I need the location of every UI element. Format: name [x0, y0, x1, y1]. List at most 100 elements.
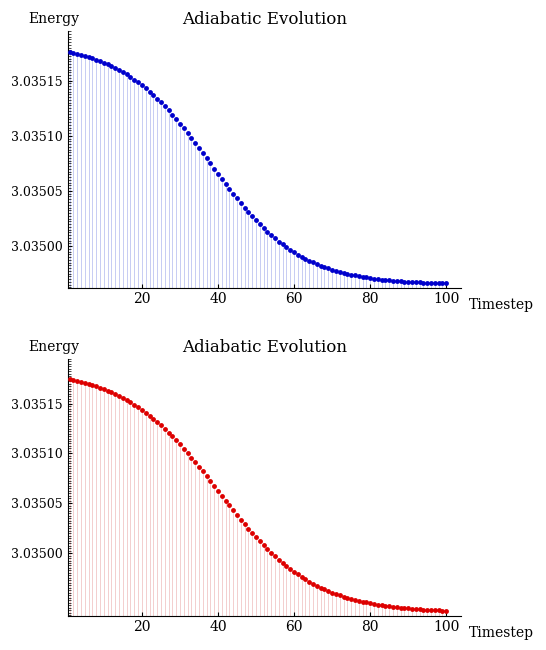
Point: [434, 605, 443, 616]
Point: [198, 148, 207, 159]
Point: [290, 247, 299, 257]
Point: [153, 417, 162, 427]
Point: [389, 276, 397, 286]
Point: [141, 408, 150, 418]
Point: [438, 605, 447, 616]
Point: [419, 278, 428, 288]
Point: [198, 466, 207, 476]
Point: [161, 101, 169, 112]
Point: [328, 265, 336, 275]
Point: [66, 47, 74, 57]
Text: Energy: Energy: [28, 12, 79, 26]
Point: [312, 580, 321, 591]
Point: [76, 376, 85, 387]
Point: [426, 278, 435, 288]
Point: [76, 49, 85, 60]
Text: Timestep: Timestep: [470, 298, 535, 312]
Point: [236, 514, 245, 525]
Point: [191, 138, 199, 148]
Point: [275, 554, 283, 565]
Point: [259, 223, 268, 233]
Point: [69, 47, 78, 58]
Point: [377, 600, 386, 610]
Point: [396, 603, 405, 613]
Point: [248, 211, 257, 222]
Point: [221, 179, 230, 189]
Point: [400, 276, 409, 287]
Point: [278, 239, 287, 250]
Point: [149, 413, 158, 424]
Point: [96, 56, 104, 66]
Point: [294, 569, 302, 580]
Point: [351, 595, 359, 605]
Point: [404, 277, 413, 287]
Point: [164, 427, 173, 437]
Point: [259, 540, 268, 551]
Point: [73, 49, 81, 59]
Point: [389, 602, 397, 612]
Point: [316, 582, 325, 593]
Point: [172, 435, 181, 445]
Point: [187, 452, 195, 463]
Point: [210, 163, 218, 174]
Point: [370, 599, 378, 609]
Point: [213, 486, 222, 496]
Point: [118, 393, 127, 403]
Point: [213, 168, 222, 179]
Point: [404, 603, 413, 614]
Point: [99, 57, 108, 68]
Point: [263, 226, 272, 237]
Point: [286, 244, 295, 255]
Point: [73, 376, 81, 386]
Point: [217, 174, 226, 184]
Point: [320, 584, 329, 595]
Point: [168, 431, 177, 441]
Point: [290, 567, 299, 577]
Point: [210, 481, 218, 491]
Point: [80, 51, 89, 61]
Point: [434, 278, 443, 289]
Point: [194, 143, 203, 153]
Point: [423, 278, 431, 288]
Point: [206, 158, 215, 168]
Point: [415, 278, 424, 288]
Point: [377, 274, 386, 285]
Point: [381, 601, 390, 611]
Point: [122, 70, 131, 80]
Point: [366, 598, 375, 608]
Point: [358, 597, 367, 607]
Point: [297, 252, 306, 262]
Point: [180, 123, 188, 133]
Title: Adiabatic Evolution: Adiabatic Evolution: [182, 339, 347, 356]
Point: [69, 375, 78, 385]
Point: [373, 599, 382, 610]
Point: [145, 86, 154, 97]
Point: [157, 98, 165, 108]
Point: [324, 263, 333, 274]
Point: [157, 420, 165, 430]
Point: [305, 577, 313, 587]
Point: [118, 67, 127, 77]
Point: [138, 404, 146, 415]
Point: [256, 219, 264, 229]
Point: [320, 262, 329, 272]
Point: [381, 275, 390, 285]
Point: [275, 237, 283, 247]
Point: [202, 471, 211, 482]
Point: [442, 606, 450, 616]
Point: [312, 259, 321, 269]
Point: [141, 83, 150, 94]
Point: [134, 77, 143, 88]
Point: [84, 379, 93, 389]
Point: [412, 277, 420, 287]
Point: [366, 273, 375, 283]
Point: [107, 387, 116, 397]
Point: [138, 80, 146, 90]
Point: [339, 268, 348, 278]
Point: [80, 378, 89, 388]
Point: [358, 272, 367, 282]
Point: [221, 495, 230, 506]
Point: [415, 604, 424, 614]
Point: [347, 270, 355, 280]
Point: [225, 183, 234, 194]
